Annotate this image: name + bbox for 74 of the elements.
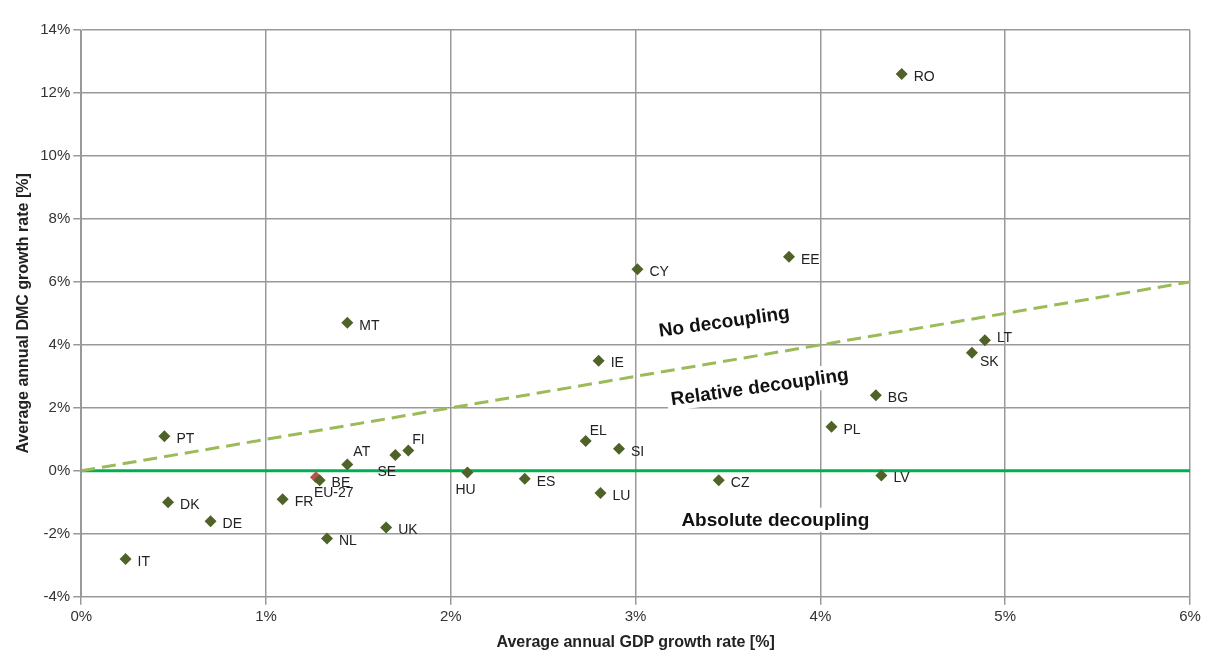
series-label: LU xyxy=(612,486,631,503)
series-label: DE xyxy=(222,515,243,532)
point xyxy=(965,346,978,359)
y-tick-label: -4% xyxy=(43,586,71,604)
series-label: LV xyxy=(893,469,911,486)
point xyxy=(895,68,908,81)
series-label: LT xyxy=(996,329,1013,346)
series-label: SI xyxy=(630,442,645,459)
series-label: NL xyxy=(339,532,358,549)
series-label: EL xyxy=(589,421,608,438)
series-label: IE xyxy=(610,354,624,371)
series-label: ES xyxy=(536,472,556,489)
point xyxy=(712,474,725,487)
series-label: HU xyxy=(455,481,476,498)
y-tick-label: 14% xyxy=(40,20,71,38)
point xyxy=(158,430,171,443)
point xyxy=(592,354,605,367)
series-label: PL xyxy=(843,420,861,437)
y-tick-label: 0% xyxy=(48,460,71,478)
x-tick-label: 0% xyxy=(70,606,93,624)
series-label: UK xyxy=(398,521,419,538)
x-tick-label: 1% xyxy=(255,606,277,624)
y-tick-label: 10% xyxy=(40,146,71,164)
series-label: DK xyxy=(180,496,201,513)
series-label: AT xyxy=(353,443,371,460)
series-label: CY xyxy=(649,263,670,280)
y-tick-label: 12% xyxy=(40,83,71,101)
y-tick-label: 4% xyxy=(48,335,71,353)
point xyxy=(402,444,415,457)
annotation: No decoupling xyxy=(657,301,791,341)
y-axis-title: Average annual DMC growth rate [%] xyxy=(14,173,32,454)
annotation: Absolute decoupling xyxy=(681,509,870,531)
series-label: FI xyxy=(412,431,425,448)
point xyxy=(461,466,474,479)
point xyxy=(313,474,326,487)
y-tick-label: 6% xyxy=(48,272,71,290)
point xyxy=(631,263,644,276)
series-label: MT xyxy=(359,316,380,333)
point xyxy=(321,532,333,545)
series-label: IT xyxy=(137,552,151,569)
x-tick-label: 5% xyxy=(994,606,1017,624)
point xyxy=(380,521,393,534)
x-tick-label: 6% xyxy=(1179,606,1201,624)
y-tick-label: -2% xyxy=(43,523,71,541)
point xyxy=(875,469,888,482)
point xyxy=(518,472,531,485)
point xyxy=(162,496,175,509)
annotation: Relative decoupling xyxy=(669,363,850,410)
point xyxy=(978,334,991,347)
series-label: CZ xyxy=(730,474,750,491)
y-tick-label: 2% xyxy=(48,398,71,416)
point xyxy=(341,458,354,471)
series-label: RO xyxy=(913,67,935,84)
point xyxy=(825,420,838,433)
series-label: SK xyxy=(979,352,1000,369)
y-tick-label: 8% xyxy=(48,209,71,227)
x-tick-label: 3% xyxy=(624,606,647,624)
point xyxy=(579,434,592,447)
point xyxy=(204,515,217,528)
x-tick-label: 4% xyxy=(809,606,832,624)
point xyxy=(276,493,289,506)
series-label: PT xyxy=(176,430,195,447)
point xyxy=(612,442,625,455)
series-label: BG xyxy=(887,389,909,406)
point xyxy=(119,553,132,566)
point xyxy=(594,486,607,499)
series-label: EE xyxy=(800,250,820,267)
point xyxy=(389,449,402,462)
x-tick-label: 2% xyxy=(439,606,462,624)
point xyxy=(341,316,354,329)
point xyxy=(869,389,882,402)
x-axis-title: Average annual GDP growth rate [%] xyxy=(496,632,775,650)
point xyxy=(782,250,795,263)
series-label: FR xyxy=(294,493,314,510)
